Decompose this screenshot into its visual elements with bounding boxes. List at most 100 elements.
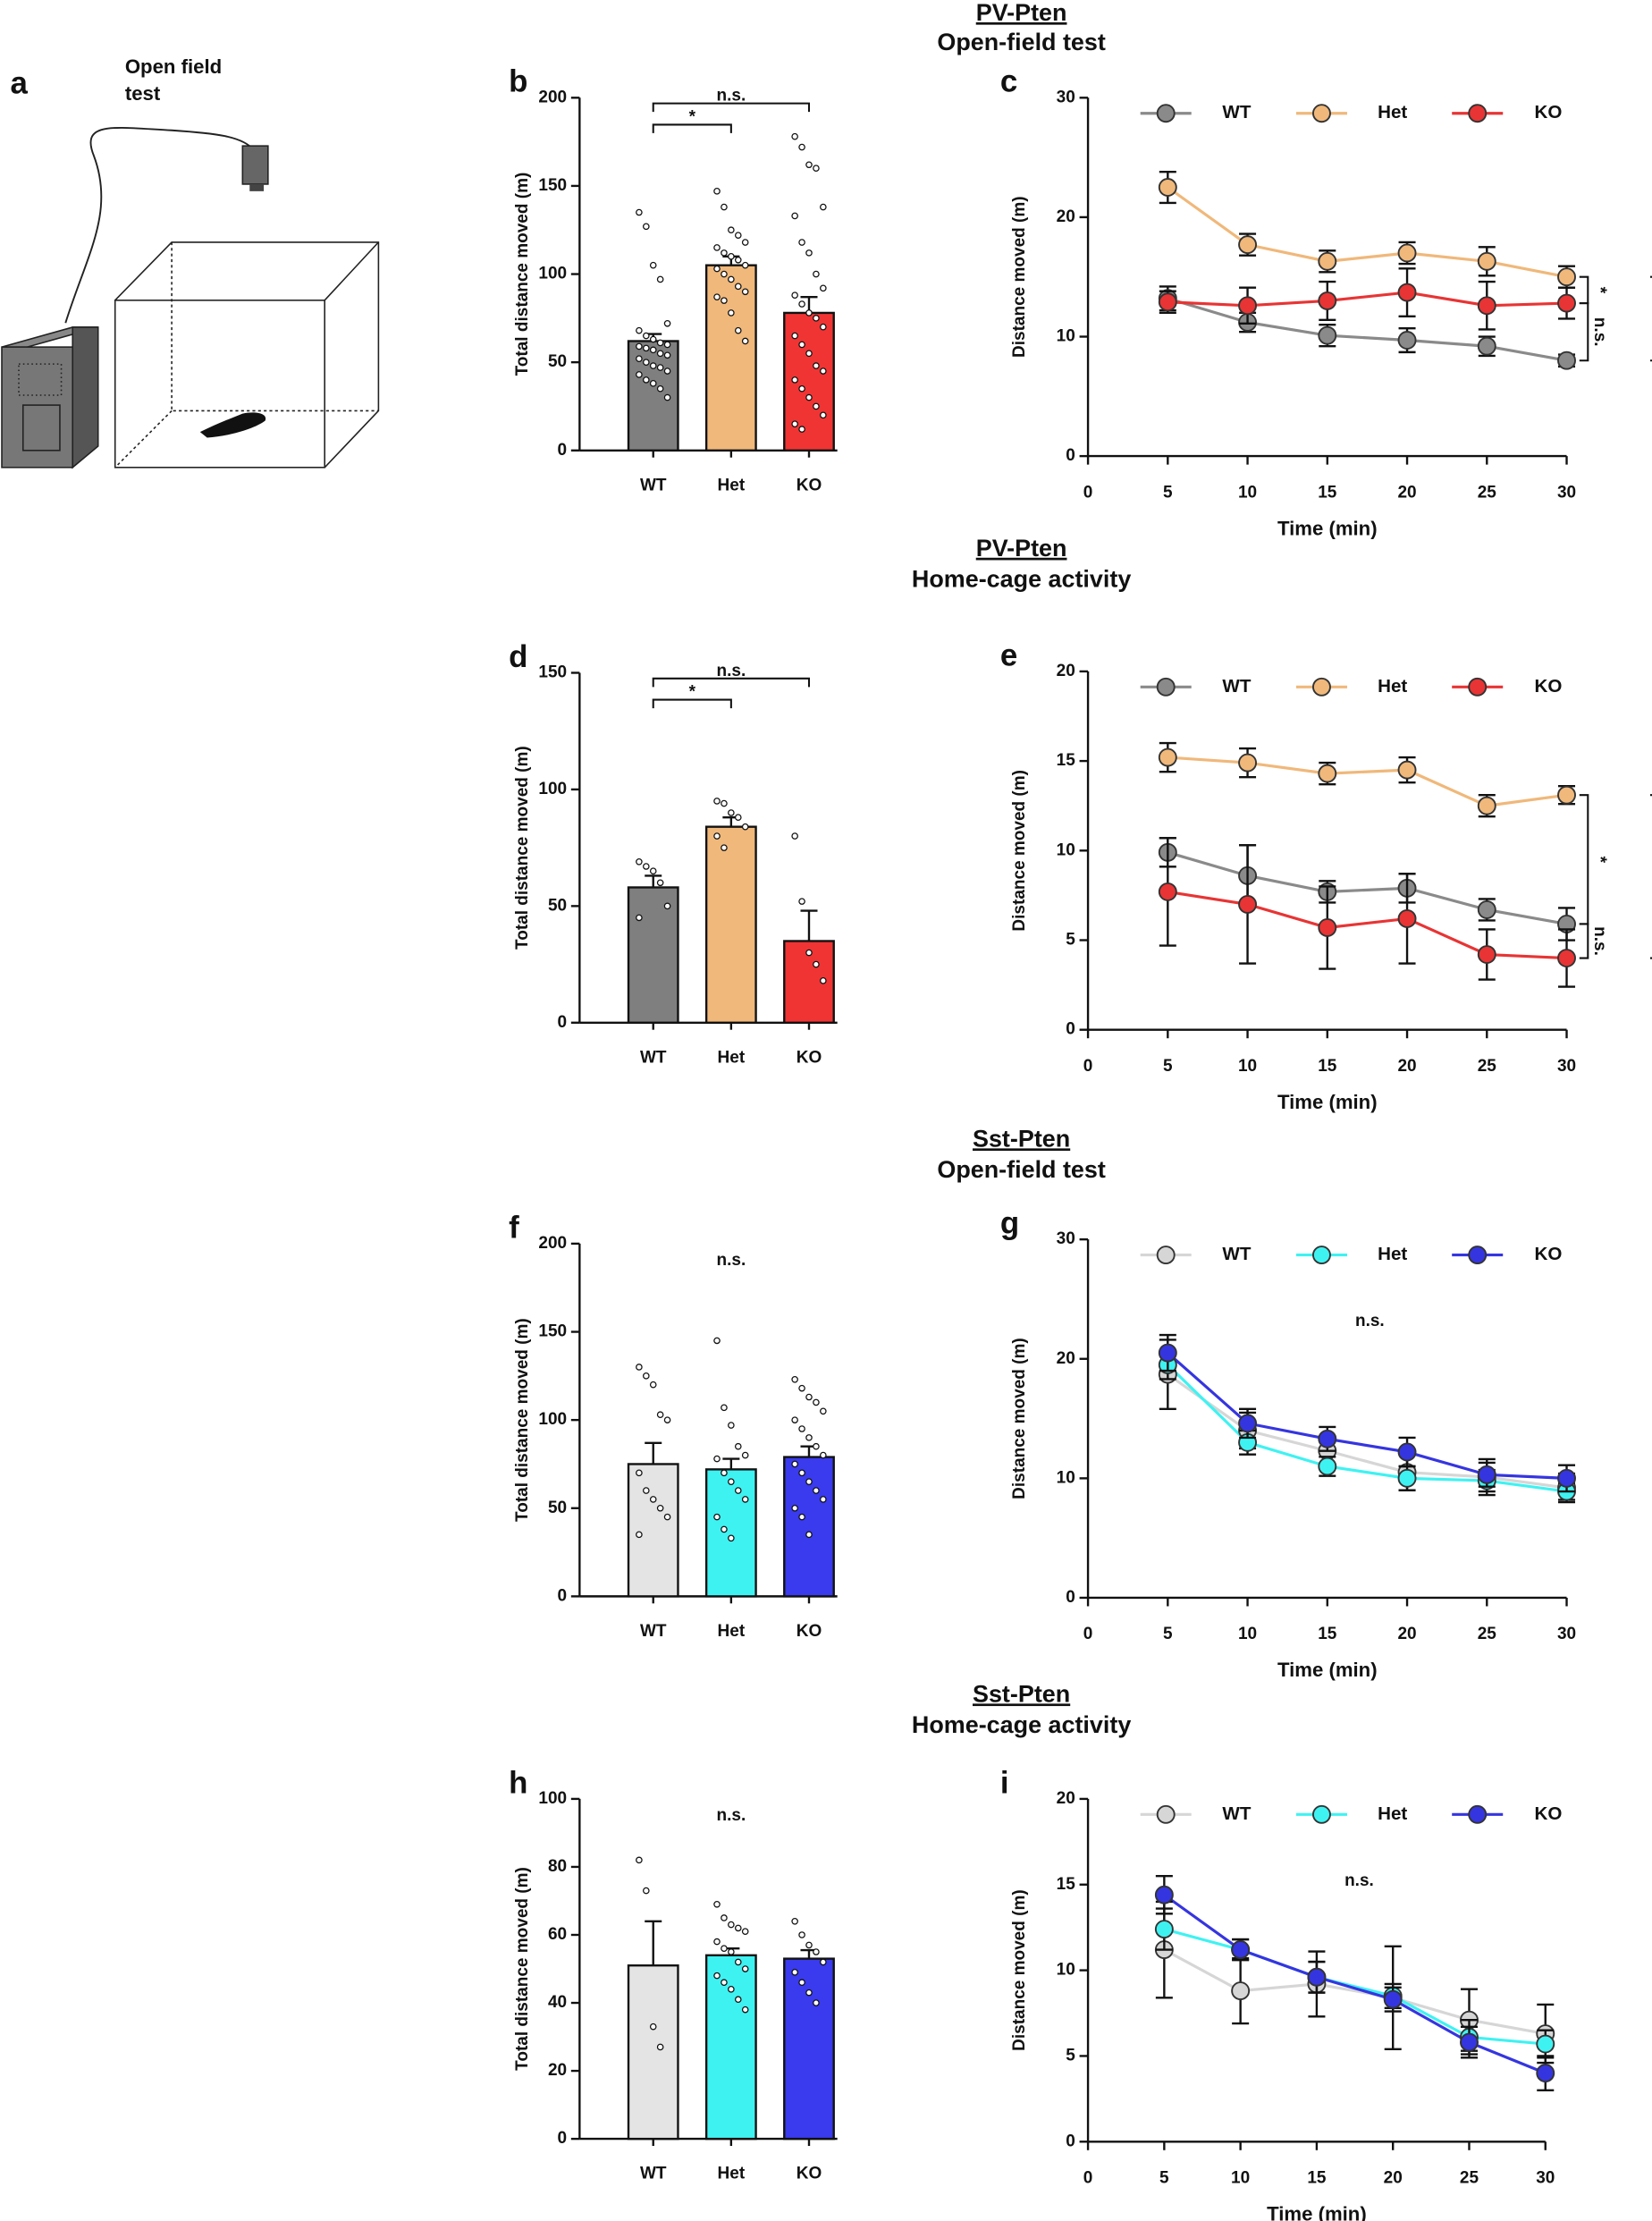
data-point xyxy=(1557,267,1576,287)
data-point xyxy=(643,1372,650,1380)
y-tick-label: 50 xyxy=(548,352,567,371)
panel-a-illustration: a Open field test xyxy=(1,55,380,469)
annotation: * xyxy=(1590,287,1609,294)
data-point xyxy=(713,244,721,251)
series-line xyxy=(1163,1948,1547,2036)
x-tick-label: 15 xyxy=(1318,1625,1337,1643)
error-bar xyxy=(645,1441,662,1465)
data-point xyxy=(813,1398,820,1406)
annotation: n.s. xyxy=(1590,926,1609,956)
data-point xyxy=(1158,747,1177,767)
data-point xyxy=(820,411,827,419)
data-point xyxy=(643,344,650,352)
legend-label: Het xyxy=(1378,1244,1407,1264)
x-tick-label: KO xyxy=(796,1622,822,1641)
y-tick-label: 10 xyxy=(1057,327,1075,346)
data-point xyxy=(805,1531,813,1539)
y-tick-label: 15 xyxy=(1057,1875,1076,1894)
y-tick-label: 10 xyxy=(1057,840,1075,859)
data-point xyxy=(728,253,735,260)
data-point xyxy=(728,1422,735,1429)
x-tick-label: WT xyxy=(640,476,667,494)
data-point xyxy=(820,1496,827,1503)
data-point xyxy=(643,223,650,231)
annotation: * xyxy=(1590,857,1609,864)
panel-label: b xyxy=(509,64,527,99)
data-point xyxy=(791,332,798,340)
data-point xyxy=(1477,899,1496,919)
data-point xyxy=(734,326,742,334)
data-point xyxy=(813,1442,820,1450)
y-tick-label: 0 xyxy=(1066,2132,1075,2150)
data-point xyxy=(636,326,643,334)
data-point xyxy=(791,212,798,220)
data-point xyxy=(656,339,664,347)
data-point xyxy=(1318,918,1337,937)
y-tick-label: 5 xyxy=(1066,931,1075,950)
significance-bracket xyxy=(652,123,732,133)
bar xyxy=(704,1954,757,2141)
legend-label: KO xyxy=(1534,102,1562,122)
error-bar xyxy=(722,1457,740,1470)
data-point xyxy=(1238,235,1258,255)
legend-label: Het xyxy=(1378,1803,1407,1824)
data-point xyxy=(734,232,742,239)
x-tick-label: 20 xyxy=(1397,1625,1416,1643)
data-point xyxy=(1158,1343,1177,1363)
data-point xyxy=(798,384,805,393)
data-point xyxy=(728,275,735,283)
data-point xyxy=(1318,1457,1337,1476)
data-point xyxy=(791,1504,798,1512)
bar xyxy=(783,311,835,452)
data-point xyxy=(741,337,749,345)
data-point xyxy=(663,393,671,401)
x-tick-label: Het xyxy=(718,2165,746,2183)
data-point xyxy=(734,814,742,822)
y-tick-label: 30 xyxy=(1057,88,1075,106)
data-point xyxy=(1158,292,1177,312)
data-point xyxy=(1154,1920,1174,1939)
x-tick-label: 25 xyxy=(1478,1057,1497,1076)
data-point xyxy=(805,309,813,317)
data-point xyxy=(820,323,827,331)
annotation: n.s. xyxy=(716,1251,746,1270)
data-point xyxy=(798,143,805,151)
data-point xyxy=(1397,331,1417,350)
data-point xyxy=(741,823,749,831)
data-point xyxy=(721,1525,728,1533)
data-point xyxy=(721,1404,728,1412)
data-point xyxy=(741,1451,749,1459)
data-point xyxy=(741,2006,749,2014)
data-point xyxy=(820,977,827,984)
legend-label: KO xyxy=(1534,1244,1562,1264)
x-tick-label: 15 xyxy=(1307,2168,1327,2187)
series-line xyxy=(1163,1893,1547,2075)
section-title: Sst-Pten xyxy=(973,1125,1070,1152)
y-axis-label: Distance moved (m) xyxy=(1010,196,1029,358)
data-point xyxy=(643,1487,650,1494)
data-point xyxy=(1318,291,1337,310)
significance-bracket xyxy=(652,677,811,688)
significance-bracket xyxy=(652,698,732,709)
x-axis-label: Time (min) xyxy=(1277,517,1378,539)
data-point xyxy=(636,1531,643,1539)
legend-marker xyxy=(1312,1246,1331,1265)
bar xyxy=(627,886,679,1024)
data-point xyxy=(820,284,827,292)
data-point xyxy=(1238,894,1258,914)
data-point xyxy=(791,291,798,300)
data-point xyxy=(798,341,805,349)
data-point xyxy=(791,832,798,840)
arena xyxy=(114,241,380,469)
bar xyxy=(627,340,679,452)
data-point xyxy=(663,1513,671,1521)
y-tick-label: 20 xyxy=(1057,662,1075,680)
y-tick-label: 0 xyxy=(1066,1020,1075,1039)
y-tick-label: 0 xyxy=(1066,446,1075,465)
data-point xyxy=(663,341,671,349)
legend-label: WT xyxy=(1222,1244,1251,1264)
camera-lens xyxy=(249,183,265,191)
legend-label: WT xyxy=(1222,676,1251,697)
data-point xyxy=(649,380,657,387)
annotation: n.s. xyxy=(716,1806,746,1825)
